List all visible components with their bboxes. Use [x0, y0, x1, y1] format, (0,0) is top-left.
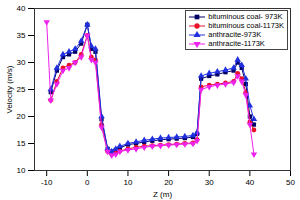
- html-text:anthracite-1173K: anthracite-1173K: [208, 39, 265, 48]
- svg-text:0: 0: [85, 178, 90, 187]
- svg-text:30: 30: [205, 178, 214, 187]
- html-text:bituminous coal-1173K: bituminous coal-1173K: [208, 21, 284, 30]
- svg-text:50: 50: [286, 178, 295, 187]
- svg-text:15: 15: [17, 139, 26, 148]
- svg-text:10: 10: [124, 178, 133, 187]
- svg-text:-10: -10: [41, 178, 53, 187]
- svg-text:10: 10: [17, 166, 26, 175]
- svg-text:40: 40: [17, 4, 26, 13]
- svg-text:Velocity (m/s): Velocity (m/s): [5, 65, 14, 113]
- html-text:bituminous coal- 973K: bituminous coal- 973K: [208, 12, 283, 21]
- svg-text:Z (m): Z (m): [153, 190, 172, 199]
- html-text:anthracite-973K: anthracite-973K: [208, 30, 262, 39]
- svg-text:25: 25: [17, 85, 26, 94]
- svg-text:20: 20: [164, 178, 173, 187]
- svg-text:30: 30: [17, 58, 26, 67]
- svg-text:40: 40: [245, 178, 254, 187]
- svg-text:20: 20: [17, 112, 26, 121]
- svg-text:35: 35: [17, 31, 26, 40]
